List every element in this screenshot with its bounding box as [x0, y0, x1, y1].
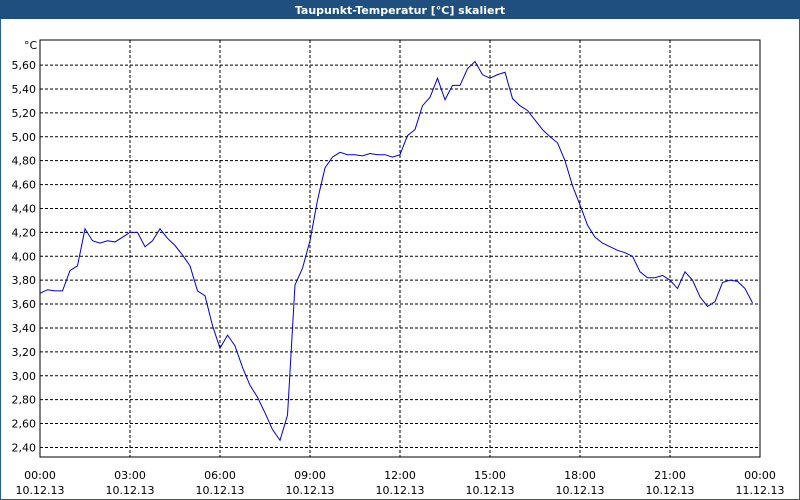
y-tick-label: 2,80: [12, 394, 37, 407]
y-tick-label: 5,40: [12, 83, 37, 96]
x-tick-date: 10.12.13: [106, 484, 155, 497]
chart-title: Taupunkt-Temperatur [°C] skaliert: [295, 4, 505, 17]
x-tick-label: 06:00: [204, 469, 236, 482]
y-tick-label: 4,20: [12, 226, 37, 239]
x-tick-label: 09:00: [294, 469, 326, 482]
x-tick-date: 11.12.13: [736, 484, 785, 497]
x-tick-date: 10.12.13: [16, 484, 65, 497]
y-tick-label: 3,20: [12, 346, 37, 359]
x-tick-date: 10.12.13: [286, 484, 335, 497]
x-tick-date: 10.12.13: [376, 484, 425, 497]
y-tick-label: 4,40: [12, 202, 37, 215]
data-line: [39, 60, 753, 442]
x-tick-date: 10.12.13: [646, 484, 695, 497]
x-tick-label: 18:00: [564, 469, 596, 482]
plot-border: [39, 39, 761, 458]
y-tick-label: 5,20: [12, 107, 37, 120]
y-tick-label: 2,60: [12, 418, 37, 431]
x-tick-label: 21:00: [654, 469, 686, 482]
x-tick-label: 00:00: [24, 469, 56, 482]
x-tick-date: 10.12.13: [466, 484, 515, 497]
y-tick-label: 2,40: [12, 441, 37, 454]
x-tick-label: 12:00: [384, 469, 416, 482]
y-tick-label: 4,60: [12, 179, 37, 192]
y-tick-label: 3,80: [12, 274, 37, 287]
y-tick-label: 4,80: [12, 155, 37, 168]
y-tick-label: 3,40: [12, 322, 37, 335]
x-tick-date: 10.12.13: [196, 484, 245, 497]
y-axis-label: °C: [24, 39, 38, 52]
x-tick-label: 15:00: [474, 469, 506, 482]
y-tick-label: 5,00: [12, 131, 37, 144]
x-tick-label: 00:00: [744, 469, 776, 482]
x-tick-label: 03:00: [114, 469, 146, 482]
y-tick-label: 5,60: [12, 59, 37, 72]
y-tick-label: 4,00: [12, 250, 37, 263]
x-tick-date: 10.12.13: [556, 484, 605, 497]
y-tick-label: 3,00: [12, 370, 37, 383]
y-tick-label: 3,60: [12, 298, 37, 311]
title-bar: [0, 0, 800, 19]
